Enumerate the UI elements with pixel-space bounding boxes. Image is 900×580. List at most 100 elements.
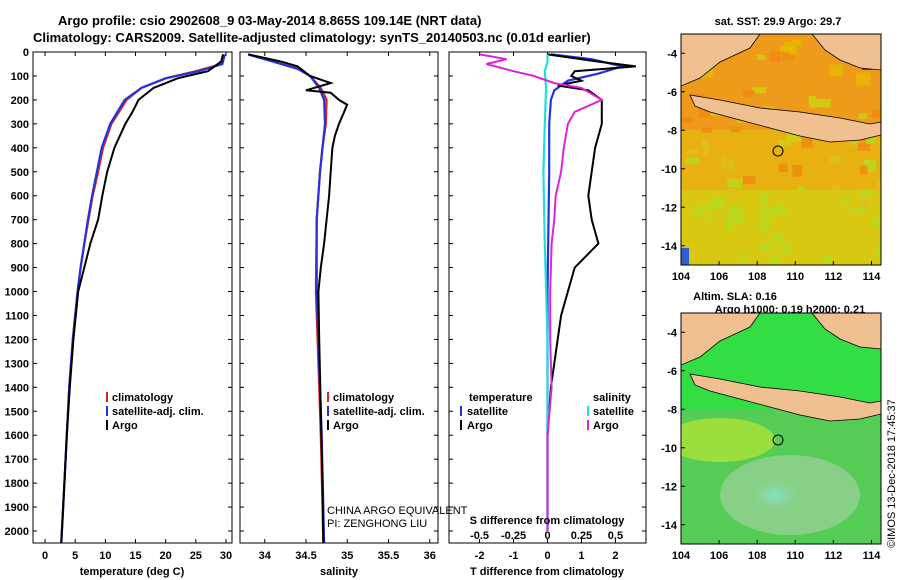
legend-label-s-satellite: satellite <box>593 406 634 418</box>
sst-patch <box>789 46 797 56</box>
y-tick-label: 1900 <box>5 502 29 514</box>
sst-patch <box>681 248 689 265</box>
y-tick-label: 1000 <box>5 287 29 299</box>
x-tick-label: 35 <box>341 550 353 562</box>
sst-patch <box>757 216 772 227</box>
map-y-tick-label: -14 <box>661 241 678 253</box>
s-tick-label: 0 <box>544 530 550 542</box>
sst-patch <box>876 177 881 191</box>
difference-legend: temperature satellite Argo salinity sate… <box>460 392 634 432</box>
sst-patch <box>857 200 868 210</box>
salinity-panel-frame <box>239 51 439 544</box>
argo-location-marker <box>772 434 784 446</box>
map-x-tick-label: 112 <box>825 550 843 562</box>
x-tick-label: 10 <box>99 550 111 562</box>
sst-patch <box>769 254 780 265</box>
sst-patch <box>839 197 851 204</box>
map-x-tick-label: 106 <box>710 271 728 283</box>
map-y-tick-label: -4 <box>667 48 678 60</box>
y-tick-label: 1700 <box>5 454 29 466</box>
series-line-s-argo <box>479 53 604 531</box>
sst-map-ticks: 104 106 108 110 112 114 -4 -6 -8 -10 -12 -14 <box>661 48 881 283</box>
sst-patch <box>760 225 770 235</box>
y-tick-label: 1600 <box>5 430 29 442</box>
axis-ticks: 0100200300400500600700800900100011001200… <box>5 47 646 562</box>
land-java <box>689 94 881 143</box>
sst-patch <box>693 205 705 218</box>
legend-title-temperature: temperature <box>469 392 533 404</box>
sst-patch <box>879 139 881 149</box>
sst-patch <box>702 144 709 156</box>
temperature-panel-frame <box>32 51 233 544</box>
sst-patch <box>685 158 700 165</box>
y-tick-label: 400 <box>11 143 29 155</box>
series-line-t-argo <box>546 53 636 531</box>
legend-label-t-argo: Argo <box>467 420 493 432</box>
sst-patch <box>727 225 734 232</box>
sla-map-frame <box>680 312 882 545</box>
y-tick-label: 1200 <box>5 334 29 346</box>
series-line-satellite-adj-clim- <box>60 54 226 543</box>
sst-patch <box>778 139 791 146</box>
sla-patch-west <box>681 418 775 462</box>
y-tick-label: 1400 <box>5 382 29 394</box>
x-tick-label: 0 <box>544 550 550 562</box>
map-x-tick-label: 110 <box>786 550 804 562</box>
x-tick-label: 5 <box>72 550 78 562</box>
x-tick-label: 2 <box>612 550 618 562</box>
sst-patch <box>686 148 699 154</box>
salinity-legend: climatology satellite-adj. clim. Argo <box>327 392 425 432</box>
sst-patch <box>706 217 715 223</box>
y-tick-label: 1500 <box>5 406 29 418</box>
sst-patch <box>727 179 743 188</box>
map-y-tick-label: -10 <box>661 164 677 176</box>
x-tick-label: 34 <box>259 550 272 562</box>
sst-patch <box>858 113 868 120</box>
map-x-tick-label: 114 <box>863 550 882 562</box>
map-y-tick-label: -8 <box>667 125 677 137</box>
sst-patch <box>743 176 756 185</box>
title-line-1: Argo profile: csio 2902608_9 03-May-2014… <box>58 13 481 28</box>
y-tick-label: 800 <box>11 239 29 251</box>
sst-patch <box>740 253 749 264</box>
sst-patch <box>682 117 693 123</box>
x-tick-label: 15 <box>129 550 141 562</box>
y-tick-label: 200 <box>11 95 29 107</box>
x-tick-label: 25 <box>190 550 202 562</box>
legend-label-satellite: satellite-adj. clim. <box>333 406 425 418</box>
sst-patch <box>771 204 787 216</box>
sst-patch <box>815 98 832 108</box>
sst-patch <box>757 54 766 60</box>
series-group <box>479 53 636 531</box>
sst-patch <box>808 95 816 108</box>
y-tick-label: 500 <box>11 167 29 179</box>
sst-map-title: sat. SST: 29.9 Argo: 29.7 <box>715 16 842 28</box>
series-line-t-satellite <box>546 53 627 531</box>
sst-patch <box>829 64 844 77</box>
map-y-tick-label: -12 <box>661 202 677 214</box>
sst-patch <box>727 204 743 215</box>
sst-patch <box>726 214 735 226</box>
sst-patch <box>822 256 833 264</box>
land-borneo <box>811 34 881 71</box>
sst-patch <box>721 155 728 169</box>
legend-label-argo: Argo <box>112 420 138 432</box>
credit-line-2: PI: ZENGHONG LIU <box>327 518 427 530</box>
sst-patch <box>865 137 877 144</box>
x-tick-label: 36 <box>424 550 436 562</box>
sst-patch <box>780 243 792 257</box>
sst-patch <box>850 207 866 213</box>
map-x-tick-label: 106 <box>710 550 728 562</box>
temperature-legend: climatology satellite-adj. clim. Argo <box>106 392 204 432</box>
profile-lines <box>60 53 636 543</box>
legend-label-argo: Argo <box>333 420 359 432</box>
sst-patch <box>731 214 744 223</box>
x-tick-label: 35.5 <box>378 550 399 562</box>
sst-patch <box>786 131 802 142</box>
map-x-tick-label: 104 <box>672 271 691 283</box>
x-tick-label: 20 <box>160 550 172 562</box>
sla-map-title-1: Altim. SLA: 0.16 <box>693 291 777 303</box>
sst-patch <box>759 192 769 206</box>
sst-patch <box>728 189 740 199</box>
difference-xlabel: T difference from climatology <box>470 566 625 578</box>
